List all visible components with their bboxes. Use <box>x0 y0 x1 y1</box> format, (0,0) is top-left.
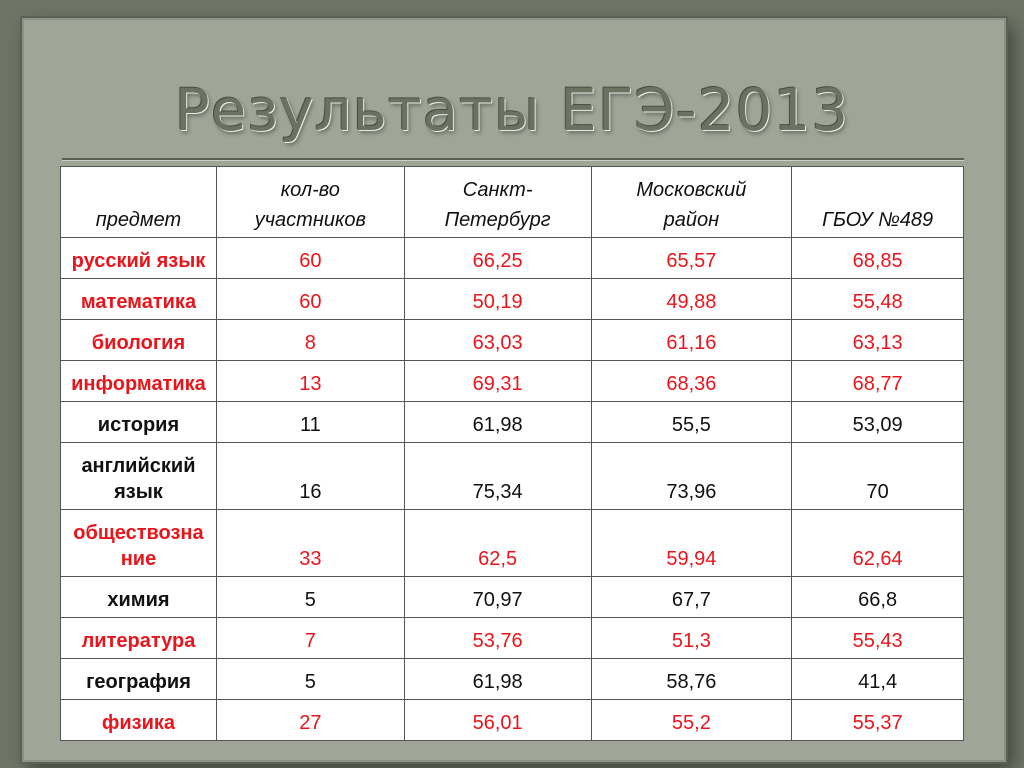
cell-participants: 27 <box>215 699 405 741</box>
cell-subject: английский язык <box>60 442 217 510</box>
cell-district: 51,3 <box>590 617 793 659</box>
cell-spb: 61,98 <box>403 658 592 700</box>
cell-subject: русский язык <box>60 237 217 279</box>
header-spb-line1: Санкт- <box>462 179 533 201</box>
header-participants-line1: кол-во <box>280 179 340 201</box>
cell-participants: 33 <box>215 509 405 577</box>
cell-spb: 61,98 <box>403 401 592 443</box>
cell-spb: 69,31 <box>403 360 592 402</box>
cell-spb: 63,03 <box>403 319 592 361</box>
cell-subject-line: ние <box>120 548 157 570</box>
cell-district: 58,76 <box>590 658 793 700</box>
table-row: математика 60 50,19 49,88 55,48 <box>60 278 964 320</box>
cell-participants: 8 <box>215 319 405 361</box>
cell-participants: 60 <box>215 237 405 279</box>
header-district-line2: район <box>663 209 720 231</box>
slide-title: Результаты ЕГЭ-2013 <box>174 76 850 144</box>
table-row: география 5 61,98 58,76 41,4 <box>60 658 964 700</box>
table-body: русский язык 60 66,25 65,57 68,85 математика 6… <box>60 237 964 741</box>
cell-district: 65,57 <box>590 237 793 279</box>
table-row: физика 27 56,01 55,2 55,37 <box>60 699 964 741</box>
cell-spb: 70,97 <box>403 576 592 618</box>
cell-spb: 75,34 <box>403 442 592 510</box>
table-row: история 11 61,98 55,5 53,09 <box>60 401 964 443</box>
header-subject-label: предмет <box>95 209 182 231</box>
cell-subject-line: английский <box>81 455 196 477</box>
cell-participants: 13 <box>215 360 405 402</box>
cell-district: 49,88 <box>590 278 793 320</box>
cell-school: 55,43 <box>791 617 964 659</box>
title-divider <box>62 158 964 160</box>
cell-subject: математика <box>60 278 217 320</box>
table-row: литература 7 53,76 51,3 55,43 <box>60 617 964 659</box>
cell-subject-line: обществозна <box>73 522 204 544</box>
cell-school: 70 <box>791 442 964 510</box>
cell-school: 53,09 <box>791 401 964 443</box>
cell-subject: география <box>60 658 217 700</box>
header-school-label: ГБОУ №489 <box>822 209 934 231</box>
cell-subject: история <box>60 401 217 443</box>
cell-district: 73,96 <box>590 442 793 510</box>
cell-participants: 7 <box>215 617 405 659</box>
cell-subject: обществозна ние <box>60 509 217 577</box>
table-row: русский язык 60 66,25 65,57 68,85 <box>60 237 964 279</box>
header-school: ГБОУ №489 <box>791 166 964 238</box>
cell-spb: 50,19 <box>403 278 592 320</box>
cell-school: 55,37 <box>791 699 964 741</box>
header-subject: предмет <box>60 166 217 238</box>
cell-subject: физика <box>60 699 217 741</box>
cell-participants: 5 <box>215 658 405 700</box>
header-spb: Санкт- Петербург <box>403 166 592 238</box>
header-spb-line2: Петербург <box>444 209 551 231</box>
cell-participants: 11 <box>215 401 405 443</box>
cell-school: 63,13 <box>791 319 964 361</box>
header-district-line1: Московский <box>636 179 747 201</box>
cell-district: 68,36 <box>590 360 793 402</box>
cell-subject: литература <box>60 617 217 659</box>
header-district: Московский район <box>590 166 793 238</box>
cell-school: 68,77 <box>791 360 964 402</box>
cell-subject: биология <box>60 319 217 361</box>
cell-district: 61,16 <box>590 319 793 361</box>
cell-district: 55,5 <box>590 401 793 443</box>
cell-district: 55,2 <box>590 699 793 741</box>
table-row: биология 8 63,03 61,16 63,13 <box>60 319 964 361</box>
cell-school: 41,4 <box>791 658 964 700</box>
cell-school: 62,64 <box>791 509 964 577</box>
cell-participants: 5 <box>215 576 405 618</box>
header-participants-line2: участников <box>254 209 366 231</box>
table-row: информатика 13 69,31 68,36 68,77 <box>60 360 964 402</box>
cell-spb: 62,5 <box>403 509 592 577</box>
cell-district: 59,94 <box>590 509 793 577</box>
cell-spb: 66,25 <box>403 237 592 279</box>
cell-school: 55,48 <box>791 278 964 320</box>
cell-subject: химия <box>60 576 217 618</box>
table-row: химия 5 70,97 67,7 66,8 <box>60 576 964 618</box>
cell-subject: информатика <box>60 360 217 402</box>
header-participants: кол-во участников <box>215 166 405 238</box>
cell-subject-line: язык <box>114 481 163 503</box>
results-table: предмет кол-во участников Санкт- Петербург… <box>60 166 964 741</box>
table-row: английский язык 16 75,34 73,96 70 <box>60 442 964 510</box>
cell-spb: 56,01 <box>403 699 592 741</box>
cell-school: 66,8 <box>791 576 964 618</box>
cell-school: 68,85 <box>791 237 964 279</box>
cell-district: 67,7 <box>590 576 793 618</box>
cell-participants: 60 <box>215 278 405 320</box>
cell-spb: 53,76 <box>403 617 592 659</box>
table-header-row: предмет кол-во участников Санкт- Петербург… <box>60 166 964 238</box>
table-row: обществозна ние 33 62,5 59,94 62,64 <box>60 509 964 577</box>
cell-participants: 16 <box>215 442 405 510</box>
